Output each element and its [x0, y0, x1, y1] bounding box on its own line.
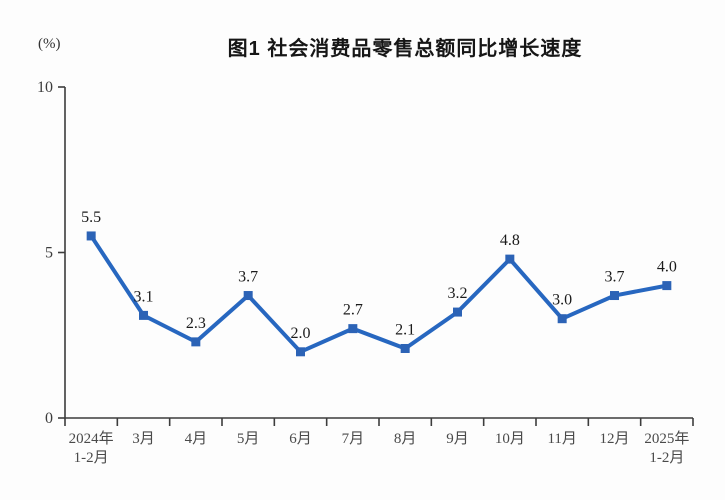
y-axis-unit-label: (%) [38, 36, 61, 52]
x-tick-label: 3月 [132, 431, 155, 447]
data-point-label: 2.3 [186, 315, 206, 332]
data-point-label: 3.7 [605, 269, 625, 286]
data-point-label: 3.7 [238, 269, 258, 286]
x-tick-label: 12月 [599, 431, 629, 447]
data-point-label: 4.0 [657, 259, 677, 276]
data-point-label: 3.1 [134, 288, 154, 305]
data-point [296, 347, 305, 357]
data-point-label: 5.5 [81, 209, 101, 226]
data-point [86, 231, 96, 241]
data-point [191, 337, 201, 347]
data-point [453, 307, 462, 317]
axes [64, 87, 693, 419]
data-point [243, 291, 253, 301]
x-tick-label: 11月 [547, 431, 576, 447]
data-point-label: 2.1 [395, 321, 415, 338]
x-tick-label: 5月 [237, 431, 260, 447]
y-tick-label: 5 [45, 245, 53, 262]
y-tick-label: 10 [37, 79, 53, 96]
y-tick-label: 0 [45, 410, 53, 427]
data-point [610, 291, 619, 301]
data-point-label: 4.8 [500, 232, 520, 249]
x-tick-label: 2024年 1-2月 [69, 430, 114, 466]
data-point [505, 254, 515, 264]
data-point-label: 2.7 [343, 302, 363, 319]
chart-title: 图1 社会消费品零售总额同比增长速度 [227, 38, 583, 60]
data-point-label: 2.0 [291, 325, 311, 342]
x-tick-label: 7月 [342, 431, 365, 447]
data-point-label: 3.0 [552, 292, 572, 309]
data-point [557, 314, 567, 324]
data-line [89, 234, 668, 354]
data-point [139, 310, 148, 320]
x-tick-label: 4月 [185, 431, 208, 447]
x-tick-label: 6月 [289, 431, 312, 447]
x-tick-label: 9月 [446, 431, 469, 447]
data-point [662, 281, 672, 291]
data-point [348, 324, 358, 334]
data-point-label: 3.2 [448, 285, 468, 302]
x-tick-label: 10月 [495, 431, 525, 447]
data-point [400, 343, 410, 353]
x-tick-label: 8月 [394, 431, 417, 447]
x-tick-label: 2025年 1-2月 [644, 430, 689, 466]
